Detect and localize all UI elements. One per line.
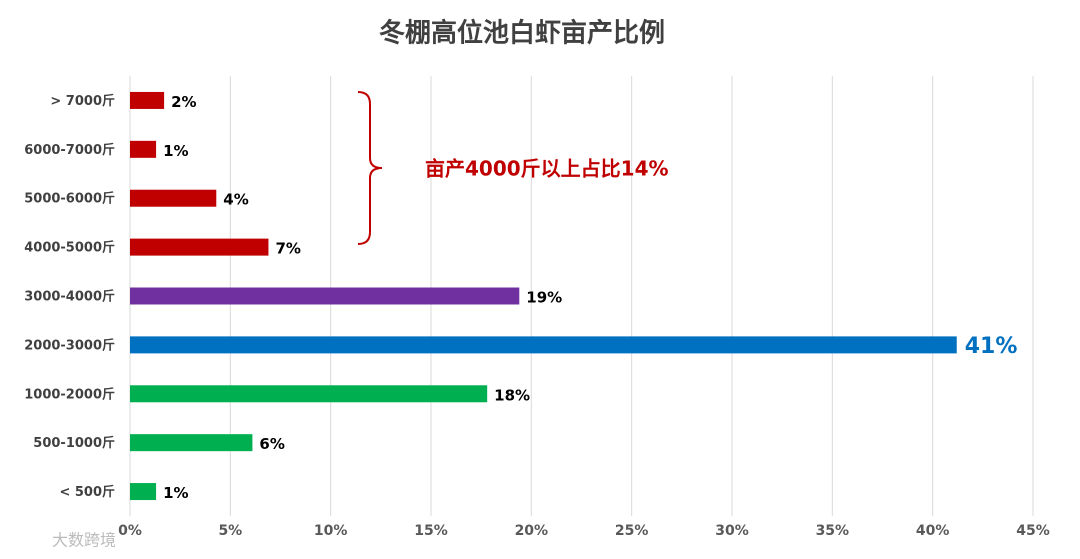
value-label: 2% xyxy=(171,93,196,111)
bar xyxy=(130,483,157,501)
bar xyxy=(130,238,269,256)
x-tick-label: 20% xyxy=(515,523,549,539)
y-tick-label: 6000-7000斤 xyxy=(24,142,115,158)
x-tick-label: 30% xyxy=(715,523,749,539)
x-tick-label: 40% xyxy=(916,523,950,539)
value-label: 4% xyxy=(223,191,248,209)
x-tick-label: 5% xyxy=(218,523,242,539)
y-tick-label: 5000-6000斤 xyxy=(24,191,115,207)
value-label: 6% xyxy=(259,435,284,453)
bar xyxy=(130,287,520,305)
chart-title: 冬棚高位池白虾亩产比例 xyxy=(379,18,665,49)
x-tick-label: 35% xyxy=(816,523,850,539)
y-tick-label: 4000-5000斤 xyxy=(24,240,115,256)
value-label: 19% xyxy=(526,289,562,307)
value-label: 1% xyxy=(163,142,188,160)
bar xyxy=(130,140,157,158)
annotation: 亩产4000斤以上占比14% xyxy=(425,157,669,181)
bar xyxy=(130,434,253,452)
brace xyxy=(357,91,383,245)
bar xyxy=(130,91,165,109)
x-tick-label: 25% xyxy=(615,523,649,539)
y-tick-label: < 500斤 xyxy=(59,484,115,500)
bar xyxy=(130,189,217,207)
y-tick-label: 500-1000斤 xyxy=(33,435,115,451)
value-label: 1% xyxy=(163,484,188,502)
x-tick-label: 45% xyxy=(1016,523,1050,539)
bar xyxy=(130,336,957,354)
bar xyxy=(130,385,488,403)
watermark: 大数跨境 xyxy=(52,531,116,550)
y-tick-label: 3000-4000斤 xyxy=(24,289,115,305)
x-tick-label: 0% xyxy=(118,523,142,539)
y-tick-label: > 7000斤 xyxy=(50,93,115,109)
x-tick-label: 10% xyxy=(314,523,348,539)
y-tick-label: 2000-3000斤 xyxy=(24,337,115,353)
x-tick-label: 15% xyxy=(414,523,448,539)
value-label: 7% xyxy=(275,240,300,258)
value-label: 18% xyxy=(494,386,530,404)
value-label: 41% xyxy=(965,334,1018,359)
y-tick-label: 1000-2000斤 xyxy=(24,386,115,402)
